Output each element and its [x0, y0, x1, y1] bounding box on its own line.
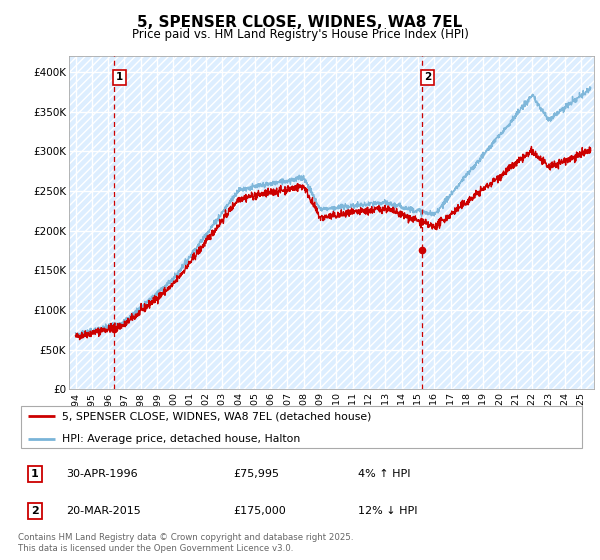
Text: 12% ↓ HPI: 12% ↓ HPI — [358, 506, 418, 516]
Text: 4% ↑ HPI: 4% ↑ HPI — [358, 469, 410, 479]
Text: £175,000: £175,000 — [233, 506, 286, 516]
Text: Contains HM Land Registry data © Crown copyright and database right 2025.
This d: Contains HM Land Registry data © Crown c… — [18, 533, 353, 553]
Text: 5, SPENSER CLOSE, WIDNES, WA8 7EL (detached house): 5, SPENSER CLOSE, WIDNES, WA8 7EL (detac… — [62, 411, 371, 421]
Text: 2: 2 — [424, 72, 431, 82]
Text: £75,995: £75,995 — [233, 469, 280, 479]
Text: 1: 1 — [116, 72, 123, 82]
Text: 20-MAR-2015: 20-MAR-2015 — [66, 506, 141, 516]
FancyBboxPatch shape — [21, 405, 582, 449]
Text: HPI: Average price, detached house, Halton: HPI: Average price, detached house, Halt… — [62, 434, 301, 444]
Text: Price paid vs. HM Land Registry's House Price Index (HPI): Price paid vs. HM Land Registry's House … — [131, 28, 469, 41]
Text: 2: 2 — [31, 506, 39, 516]
Text: 30-APR-1996: 30-APR-1996 — [66, 469, 138, 479]
Text: 5, SPENSER CLOSE, WIDNES, WA8 7EL: 5, SPENSER CLOSE, WIDNES, WA8 7EL — [137, 15, 463, 30]
Text: 1: 1 — [31, 469, 39, 479]
